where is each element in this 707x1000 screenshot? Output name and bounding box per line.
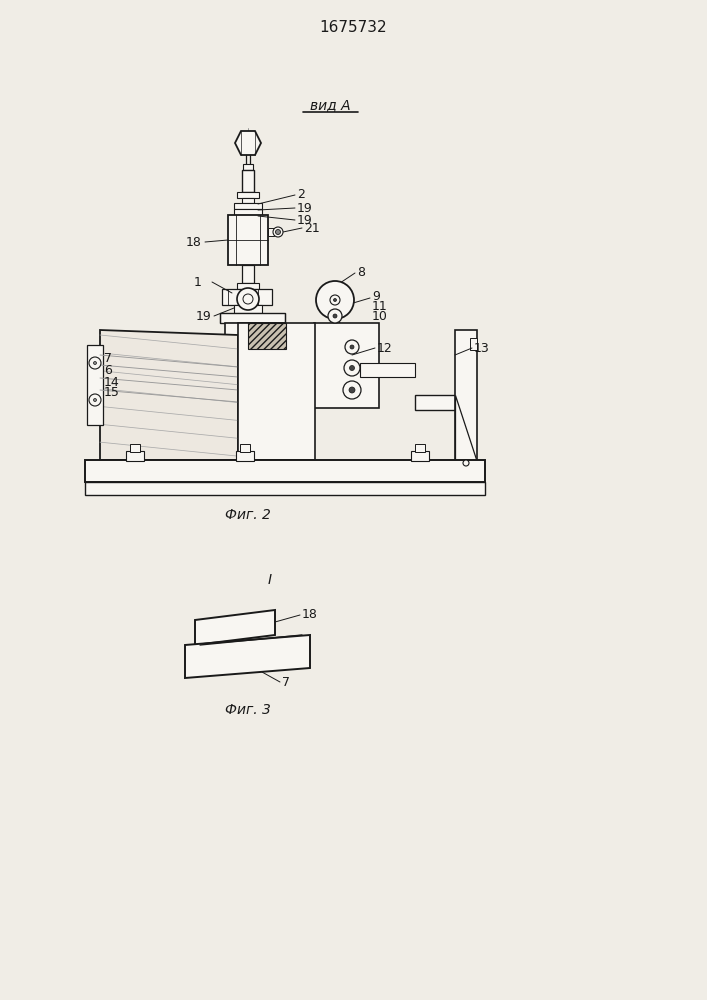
Circle shape [463, 460, 469, 466]
Bar [236, 451, 254, 461]
Bar [234, 203, 262, 209]
Text: I: I [268, 573, 272, 587]
Bar [415, 444, 425, 452]
Bar [455, 330, 477, 470]
Bar [85, 482, 485, 495]
Text: 10: 10 [372, 310, 388, 324]
Text: 19: 19 [196, 310, 212, 322]
Bar [87, 345, 103, 425]
Circle shape [276, 230, 281, 234]
Circle shape [93, 361, 96, 364]
Text: 12: 12 [377, 342, 393, 355]
Bar [240, 444, 250, 452]
Text: 1: 1 [194, 275, 202, 288]
Bar [242, 170, 254, 192]
Polygon shape [100, 330, 238, 460]
Circle shape [237, 288, 259, 310]
Circle shape [89, 394, 101, 406]
Bar [228, 215, 268, 265]
Text: 15: 15 [104, 386, 120, 399]
Bar [470, 338, 477, 350]
Bar [314, 323, 379, 408]
Circle shape [343, 381, 361, 399]
Text: 1675732: 1675732 [319, 20, 387, 35]
Circle shape [345, 340, 359, 354]
Bar [360, 363, 415, 377]
Circle shape [344, 360, 360, 376]
Polygon shape [455, 395, 477, 462]
Text: 13: 13 [474, 342, 490, 355]
Bar [225, 323, 285, 351]
Text: 9: 9 [372, 290, 380, 302]
Bar [130, 444, 140, 452]
Bar [237, 283, 259, 289]
Text: Фиг. 2: Фиг. 2 [225, 508, 271, 522]
Text: вид A: вид A [310, 98, 350, 112]
Text: 6: 6 [104, 363, 112, 376]
Circle shape [316, 281, 354, 319]
Bar [248, 323, 286, 349]
Bar [286, 326, 306, 336]
Circle shape [273, 227, 283, 237]
Text: 11: 11 [372, 300, 387, 314]
Circle shape [93, 398, 96, 401]
Text: 7: 7 [104, 352, 112, 364]
Bar [126, 451, 144, 461]
Bar [222, 289, 242, 305]
Bar [252, 289, 272, 305]
Bar [411, 451, 429, 461]
Text: 7: 7 [282, 676, 290, 688]
Text: 21: 21 [304, 222, 320, 234]
Bar [238, 323, 315, 460]
Text: 19: 19 [297, 202, 312, 215]
Bar [85, 460, 485, 482]
Bar [220, 313, 285, 323]
Bar [243, 164, 253, 170]
Circle shape [333, 314, 337, 318]
Text: 2: 2 [297, 188, 305, 202]
Bar [242, 265, 254, 283]
Circle shape [328, 309, 342, 323]
Polygon shape [195, 610, 275, 645]
Text: Фиг. 3: Фиг. 3 [225, 703, 271, 717]
Bar [242, 198, 254, 203]
Bar [268, 228, 274, 236]
Circle shape [334, 298, 337, 302]
Circle shape [89, 357, 101, 369]
Circle shape [350, 345, 354, 349]
Polygon shape [185, 635, 310, 678]
Circle shape [349, 387, 355, 393]
Bar [237, 192, 259, 198]
Text: 19: 19 [297, 214, 312, 227]
Bar [415, 395, 470, 410]
Text: 8: 8 [357, 266, 365, 279]
Text: 14: 14 [104, 375, 119, 388]
Text: 18: 18 [302, 608, 318, 621]
Text: 18: 18 [186, 235, 202, 248]
Bar [234, 305, 262, 313]
Circle shape [243, 294, 253, 304]
Bar [234, 209, 262, 215]
Circle shape [349, 365, 354, 370]
Bar [306, 328, 316, 336]
Circle shape [330, 295, 340, 305]
Polygon shape [235, 131, 261, 155]
